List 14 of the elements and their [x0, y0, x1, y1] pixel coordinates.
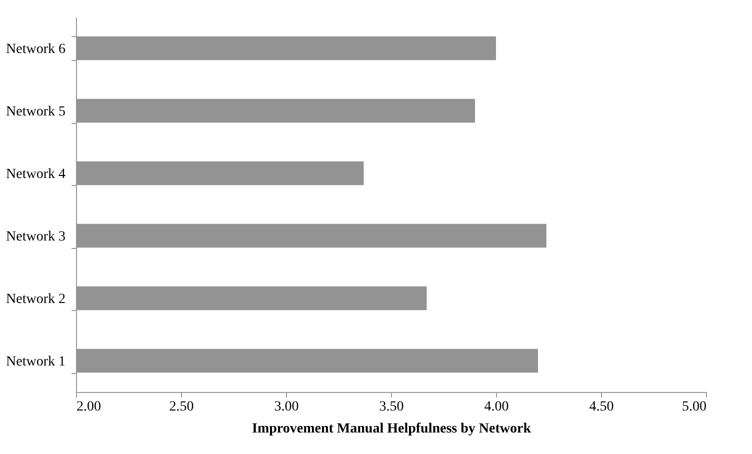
x-tick-label: 3.50 — [379, 400, 404, 414]
x-tick-label: 3.00 — [274, 400, 299, 414]
y-tick-label: Network 5 — [6, 104, 66, 120]
x-tick-label: 2.00 — [76, 400, 101, 414]
y-tick-label: Network 6 — [6, 42, 66, 57]
x-axis-title: Improvement Manual Helpfulness by Network — [252, 422, 532, 436]
x-tick-label: 4.50 — [589, 400, 614, 414]
y-tick-label: Network 4 — [6, 166, 66, 182]
y-tick-label: Network 1 — [6, 354, 66, 370]
x-tick-label: 5.00 — [682, 400, 706, 414]
x-tick-label: 4.00 — [484, 400, 509, 414]
y-tick-label: Network 3 — [6, 229, 66, 244]
y-tick-label: Network 2 — [6, 292, 66, 307]
x-tick-label: 2.50 — [169, 400, 194, 414]
